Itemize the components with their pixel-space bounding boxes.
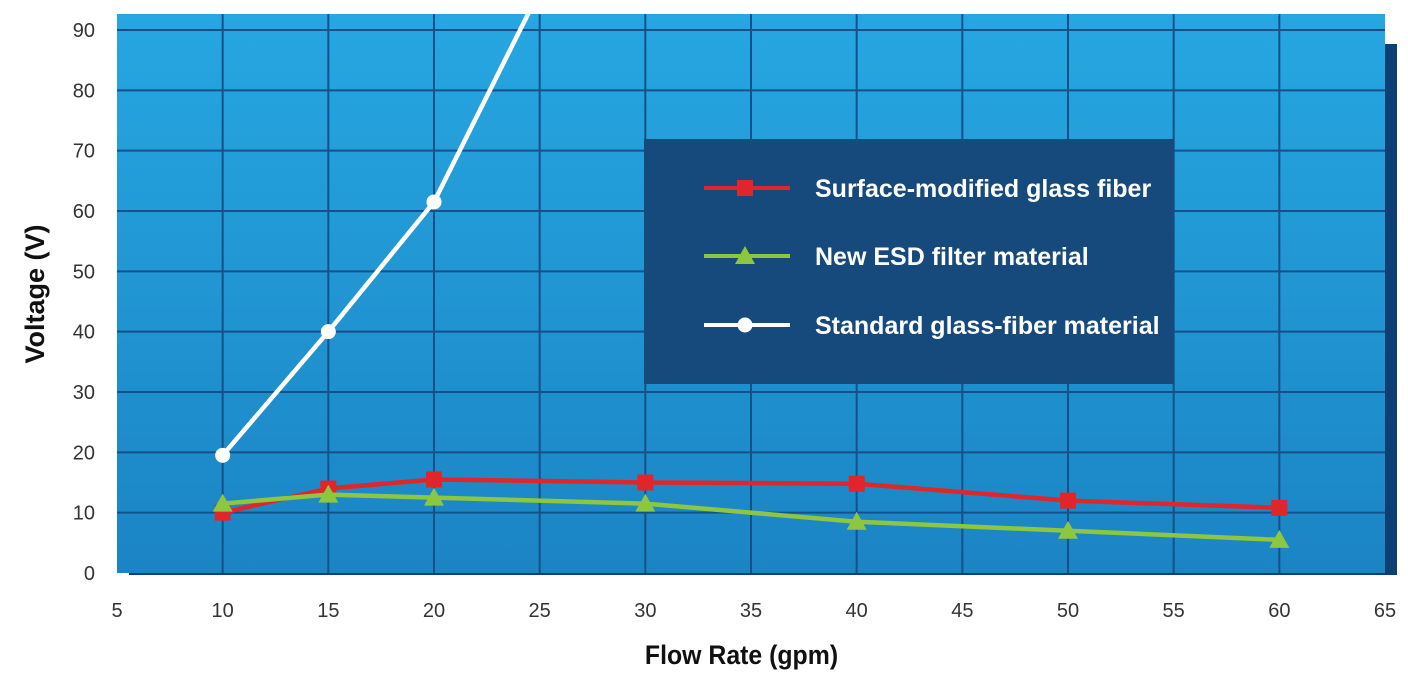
data-point	[212, 493, 233, 512]
data-point	[1060, 492, 1076, 509]
data-point	[735, 246, 755, 264]
series-triangle	[212, 484, 1290, 548]
x-tick-label: 65	[1374, 600, 1396, 622]
data-point	[318, 484, 339, 503]
data-point	[637, 474, 654, 491]
x-tick-label: 50	[1057, 600, 1079, 622]
data-point	[426, 194, 442, 210]
legend-item: New ESD filter material	[704, 243, 1089, 271]
x-tick-label: 25	[529, 600, 551, 622]
data-point	[1058, 520, 1078, 539]
data-point	[737, 317, 753, 333]
x-axis-title: Flow Rate (gpm)	[645, 641, 838, 670]
data-point	[635, 493, 656, 512]
legend-label: New ESD filter material	[815, 243, 1089, 271]
data-point	[846, 511, 867, 530]
x-tick-label: 5	[111, 600, 122, 622]
y-tick-label: 40	[73, 322, 95, 344]
legend-item: Standard glass-fiber material	[704, 312, 1160, 340]
y-tick-label: 90	[73, 20, 95, 42]
y-tick-label: 30	[73, 382, 95, 404]
x-tick-label: 30	[634, 600, 656, 622]
x-tick-label: 35	[740, 600, 762, 622]
y-axis-title: Voltage (V)	[20, 224, 50, 363]
y-tick-label: 70	[73, 141, 95, 163]
legend-label: Standard glass-fiber material	[815, 312, 1160, 340]
x-tick-label: 40	[846, 600, 868, 622]
legend-box	[644, 139, 1174, 384]
data-point	[426, 471, 442, 488]
data-point	[424, 487, 444, 506]
x-tick-label: 20	[423, 600, 445, 622]
x-tick-label: 10	[212, 600, 234, 622]
y-tick-label: 50	[73, 261, 95, 283]
y-tick-label: 80	[73, 80, 95, 102]
series-circle	[215, 14, 531, 463]
y-tick-label: 10	[73, 503, 95, 525]
y-tick-label: 60	[73, 201, 95, 223]
legend-item: Surface-modified glass fiber	[704, 175, 1151, 203]
legend-label: Surface-modified glass fiber	[815, 175, 1151, 203]
data-point	[320, 324, 336, 340]
x-tick-label: 15	[317, 600, 339, 622]
y-tick-label: 0	[84, 563, 95, 585]
data-point	[215, 447, 231, 463]
x-tick-label: 45	[951, 600, 973, 622]
series-line	[220, 14, 531, 457]
x-tick-label: 55	[1163, 600, 1185, 622]
legend: Surface-modified glass fiber New ESD filt…	[644, 139, 1174, 384]
data-point	[737, 180, 753, 196]
x-tick-label: 60	[1268, 600, 1290, 622]
data-point	[848, 475, 865, 492]
y-tick-label: 20	[73, 442, 95, 464]
data-point	[1269, 529, 1290, 548]
data-point	[1271, 499, 1288, 516]
